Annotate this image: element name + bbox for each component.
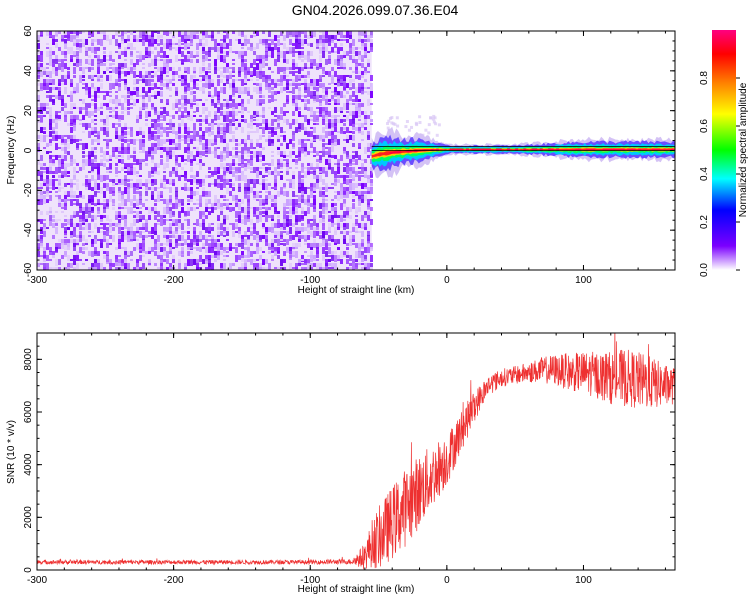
y-tick-label: 20	[23, 105, 34, 117]
colorbar-gradient	[712, 30, 736, 270]
y-tick-label: -40	[23, 223, 34, 238]
y-tick-label: 0	[23, 567, 34, 573]
reference-lines	[371, 146, 675, 151]
y-tick-label: -60	[23, 262, 34, 277]
x-tick-label: -100	[300, 575, 320, 586]
x-tick-label: 100	[575, 575, 592, 586]
colorbar-tick-label: 0.0	[699, 263, 710, 277]
y-tick-label: -20	[23, 183, 34, 198]
top-x-axis-label: Height of straight line (km)	[298, 285, 415, 296]
colorbar-tick-label: 0.2	[699, 215, 710, 229]
top-y-axis-label: Frequency (Hz)	[6, 116, 17, 185]
y-tick-label: 6000	[23, 400, 34, 423]
colorbar-label: Normalized spectral amplitude	[738, 82, 749, 217]
colorbar-tick-label: 0.8	[699, 71, 710, 85]
x-tick-label: -300	[27, 575, 47, 586]
ridge-layer	[371, 148, 675, 158]
signal-ridge	[371, 126, 675, 179]
colorbar-tick-label: 0.4	[699, 167, 710, 181]
x-tick-label: -200	[164, 575, 184, 586]
bottom-y-axis-label: SNR (10 * v/v)	[6, 420, 17, 484]
snr-series-line	[37, 333, 675, 570]
x-tick-label: -200	[164, 275, 184, 286]
y-tick-label: 60	[23, 25, 34, 37]
y-tick-label: 8000	[23, 348, 34, 371]
chart-title: GN04.2026.099.07.36.E04	[291, 2, 459, 18]
y-tick-label: 0	[23, 147, 34, 153]
x-tick-label: 0	[444, 575, 450, 586]
bottom-x-axis-label: Height of straight line (km)	[298, 584, 415, 595]
bottom-plot-frame	[36, 332, 676, 571]
x-tick-label: -100	[300, 275, 320, 286]
x-tick-label: 0	[444, 275, 450, 286]
colorbar-ticks: 0.0 0.2 0.4 0.6 0.8	[699, 71, 740, 277]
x-tick-label: 100	[575, 275, 592, 286]
y-tick-label: 40	[23, 65, 34, 77]
colorbar: 0.0 0.2 0.4 0.6 0.8 Normalized spectral ampl…	[699, 30, 749, 277]
colorbar-tick-label: 0.6	[699, 119, 710, 133]
x-tick-label: -300	[27, 275, 47, 286]
noise-field	[37, 31, 444, 270]
y-tick-label: 2000	[23, 506, 34, 529]
y-tick-label: 4000	[23, 453, 34, 476]
